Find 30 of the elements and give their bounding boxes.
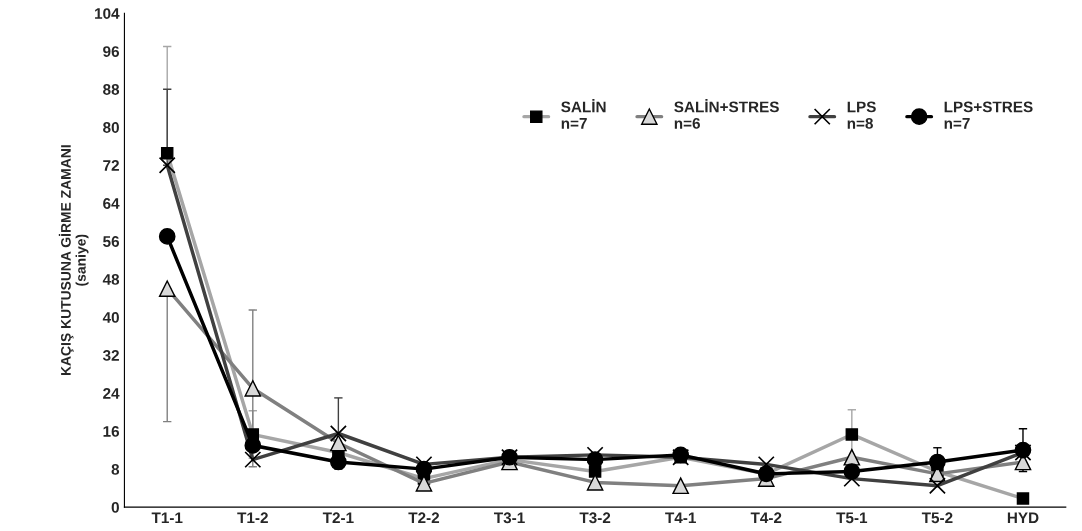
y-tick-label: 88 [103, 84, 120, 95]
y-tick-label: 56 [103, 236, 120, 247]
x-tick-label: T4-1 [665, 512, 696, 524]
x-tick-label: T5-1 [836, 512, 868, 524]
y-tick-label: 8 [111, 463, 120, 475]
x-tick-label: T4-2 [750, 512, 782, 524]
x-tick-label: T1-2 [237, 512, 268, 524]
y-tick-label: 72 [103, 160, 119, 171]
y-tick-label: 32 [102, 350, 119, 361]
x-tick-label: HYD [1007, 512, 1039, 524]
y-axis-title: KAÇIŞ KUTUSUNA GİRME ZAMANI (saniye) [58, 145, 89, 376]
y-tick-label: 96 [103, 46, 120, 57]
x-tick-label: T5-2 [921, 512, 953, 524]
legend-label: LPS n=8 [847, 101, 876, 129]
x-tick-label: T3-2 [579, 512, 611, 524]
x-tick-label: T1-1 [151, 512, 183, 524]
y-tick-label: 64 [103, 198, 120, 209]
y-tick-label: 80 [103, 122, 119, 133]
y-tick-label: 16 [103, 426, 120, 437]
x-tick-label: T2-2 [408, 512, 440, 524]
x-tick-label: T2-1 [322, 512, 354, 524]
x-tick-label: T3-1 [493, 512, 525, 524]
legend-label: SALİN+STRES n=6 [674, 99, 779, 129]
y-tick-label: 0 [111, 501, 119, 513]
y-tick-label: 48 [102, 274, 120, 285]
y-tick-label: 104 [95, 8, 120, 19]
legend-label: LPS+STRES n=7 [944, 101, 1033, 129]
y-tick-label: 24 [103, 388, 120, 399]
y-tick-label: 40 [102, 312, 119, 323]
legend-label: SALİN n=7 [561, 99, 606, 129]
